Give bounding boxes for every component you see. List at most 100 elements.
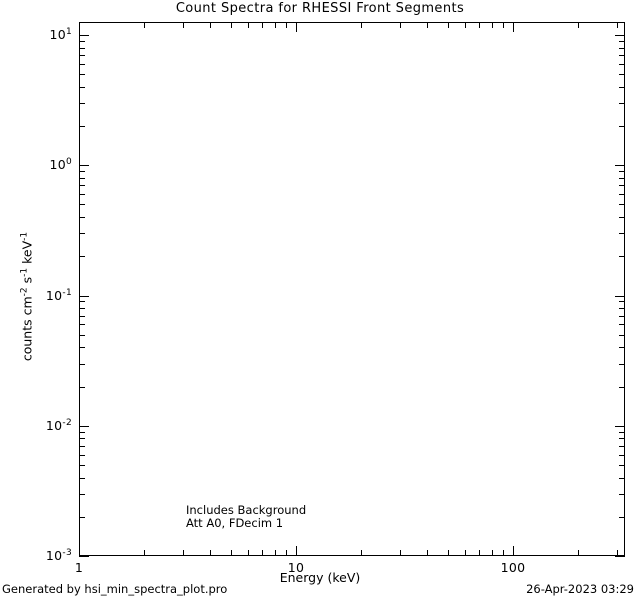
x-axis-minor-tick (231, 550, 232, 556)
y-axis-tick-mantissa: 10 (45, 417, 63, 433)
x-axis-tick-label: 1 (74, 560, 84, 575)
y-axis-minor-tick (619, 178, 625, 179)
x-axis-minor-tick (492, 22, 493, 28)
x-axis-minor-tick (503, 22, 504, 28)
y-axis-title-text: keV (19, 240, 35, 268)
y-axis-major-tick (79, 556, 89, 557)
y-axis-minor-tick (619, 103, 625, 104)
y-axis-minor-tick (79, 126, 85, 127)
y-axis-title-text: s (19, 276, 35, 288)
x-axis-minor-tick (210, 550, 211, 556)
y-axis-minor-tick (79, 432, 85, 433)
y-axis-title-text: counts cm (19, 296, 35, 362)
y-axis-minor-tick (619, 233, 625, 234)
y-axis-minor-tick (79, 233, 85, 234)
x-axis-major-tick (513, 22, 514, 32)
y-axis-minor-tick (79, 324, 85, 325)
y-axis-tick-exponent: 1 (65, 26, 72, 37)
y-axis-minor-tick (79, 41, 85, 42)
y-axis-minor-tick (79, 185, 85, 186)
y-axis-minor-tick (619, 517, 625, 518)
y-axis-minor-tick (79, 347, 85, 348)
annotation-includes-background: Includes Background (186, 503, 307, 517)
y-axis-minor-tick (79, 55, 85, 56)
page-title: Count Spectra for RHESSI Front Segments (175, 1, 465, 16)
x-axis-minor-tick (361, 22, 362, 28)
y-axis-minor-tick (79, 301, 85, 302)
x-axis-minor-tick (578, 22, 579, 28)
y-axis-minor-tick (619, 48, 625, 49)
footer-generator-text: Generated by hsi_min_spectra_plot.pro (2, 582, 228, 596)
x-axis-minor-tick (262, 22, 263, 28)
x-axis-minor-tick (231, 22, 232, 28)
x-axis-tick-label: 10 (287, 560, 305, 575)
x-axis-major-tick (513, 546, 514, 556)
x-axis-major-tick (296, 546, 297, 556)
x-axis-minor-tick (479, 550, 480, 556)
y-axis-tick-mantissa: 10 (45, 287, 63, 303)
plot-frame (79, 22, 625, 556)
y-axis-major-tick (615, 556, 625, 557)
y-axis-major-tick (79, 35, 89, 36)
x-axis-minor-tick (286, 22, 287, 28)
y-axis-minor-tick (619, 324, 625, 325)
y-axis-tick-label: 101 (0, 27, 72, 42)
y-axis-tick-label: 100 (0, 157, 72, 172)
y-axis-exponent: -1 (19, 267, 30, 277)
y-axis-minor-tick (619, 217, 625, 218)
y-axis-tick-mantissa: 10 (45, 548, 63, 563)
y-axis-minor-tick (79, 103, 85, 104)
y-axis-minor-tick (619, 126, 625, 127)
x-axis-minor-tick (144, 550, 145, 556)
x-axis-minor-tick (286, 550, 287, 556)
y-axis-major-tick (615, 296, 625, 297)
x-axis-minor-tick (275, 22, 276, 28)
x-axis-minor-tick (492, 550, 493, 556)
x-axis-minor-tick (275, 550, 276, 556)
y-axis-minor-tick (79, 48, 85, 49)
x-axis-minor-tick (617, 550, 618, 556)
y-axis-minor-tick (619, 87, 625, 88)
x-axis-minor-tick (183, 22, 184, 28)
y-axis-minor-tick (619, 455, 625, 456)
y-axis-minor-tick (79, 446, 85, 447)
x-axis-minor-tick (248, 550, 249, 556)
x-axis-minor-tick (183, 550, 184, 556)
y-axis-major-tick (615, 165, 625, 166)
y-axis-minor-tick (79, 194, 85, 195)
y-axis-minor-tick (619, 465, 625, 466)
x-axis-minor-tick (448, 550, 449, 556)
y-axis-minor-tick (619, 478, 625, 479)
y-axis-minor-tick (619, 171, 625, 172)
y-axis-major-tick (615, 35, 625, 36)
y-axis-minor-tick (619, 438, 625, 439)
x-axis-tick-label: 100 (500, 560, 526, 575)
y-axis-tick-label: 10-1 (0, 288, 72, 303)
y-axis-minor-tick (619, 316, 625, 317)
x-axis-minor-tick (479, 22, 480, 28)
y-axis-tick-exponent: -3 (62, 547, 72, 558)
y-axis-minor-tick (619, 446, 625, 447)
x-axis-minor-tick (400, 550, 401, 556)
x-axis-minor-tick (144, 22, 145, 28)
y-axis-minor-tick (619, 347, 625, 348)
y-axis-minor-tick (79, 517, 85, 518)
y-axis-minor-tick (79, 455, 85, 456)
footer-timestamp: 26-Apr-2023 03:29 (526, 582, 634, 596)
x-axis-minor-tick (465, 22, 466, 28)
y-axis-minor-tick (79, 171, 85, 172)
y-axis-minor-tick (79, 74, 85, 75)
y-axis-tick-label: 10-3 (0, 548, 72, 563)
y-axis-minor-tick (79, 478, 85, 479)
y-axis-minor-tick (79, 308, 85, 309)
y-axis-minor-tick (619, 55, 625, 56)
x-axis-minor-tick (427, 550, 428, 556)
y-axis-tick-exponent: -1 (62, 287, 72, 298)
y-axis-minor-tick (619, 387, 625, 388)
x-axis-major-tick (79, 546, 80, 556)
y-axis-minor-tick (619, 308, 625, 309)
x-axis-minor-tick (578, 550, 579, 556)
x-axis-major-tick (79, 22, 80, 32)
y-axis-minor-tick (619, 194, 625, 195)
